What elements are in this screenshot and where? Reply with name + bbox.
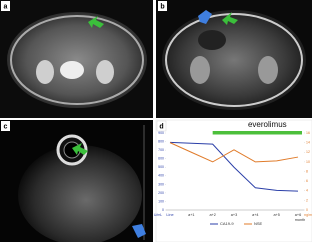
panel-d <box>156 120 312 242</box>
series-line <box>169 142 299 163</box>
y2-axis-label: ng/mL <box>304 213 312 217</box>
legend-label: CA19-9 <box>220 221 234 226</box>
y-tick-label: 900 <box>158 131 164 135</box>
x-tick-label: a+6 <box>295 213 301 217</box>
y-tick-label: 800 <box>158 139 164 143</box>
y2-tick-label: 6 <box>306 179 308 183</box>
panel-label: a <box>4 3 8 10</box>
x-axis-label: month <box>295 218 306 222</box>
x-tick-label: a+4 <box>252 213 258 217</box>
y-tick-label: 300 <box>158 182 164 186</box>
panel-label: c <box>4 123 8 130</box>
y2-tick-label: 16 <box>306 131 310 135</box>
series-line <box>169 141 299 192</box>
panel-b <box>156 0 312 118</box>
y2-tick-label: 4 <box>306 189 308 193</box>
y2-tick-label: 14 <box>306 141 310 145</box>
x-tick-label: a+2 <box>209 213 215 217</box>
y-tick-label: 0 <box>162 208 164 212</box>
annotation: everolimus <box>248 120 287 129</box>
panel-labels: a b c d <box>1 1 167 132</box>
legend-label: NSE <box>254 221 263 226</box>
y2-tick-label: 0 <box>306 208 308 212</box>
y2-tick-label: 2 <box>306 198 308 202</box>
y2-tick-label: 12 <box>306 150 310 154</box>
y2-tick-label: 8 <box>306 169 308 173</box>
y-tick-label: 400 <box>158 174 164 178</box>
y-tick-label: 200 <box>158 191 164 195</box>
y-tick-label: 500 <box>158 165 164 169</box>
figure: a b c d 0 100 200 300 400 500 600 700 800 900 0 2 4 6… <box>0 0 314 245</box>
treatment-bar <box>212 131 302 135</box>
y2-tick-label: 10 <box>306 160 310 164</box>
x-tick-label: a+1 <box>188 213 194 217</box>
panel-a <box>0 0 153 118</box>
x-tick-label: a+3 <box>231 213 237 217</box>
panel-label: d <box>159 123 163 130</box>
panel-c <box>0 120 153 245</box>
y-tick-label: 700 <box>158 148 164 152</box>
chart: 0 100 200 300 400 500 600 700 800 900 0 2 4 6 8 10 12 14 1… <box>154 120 314 226</box>
y-tick-label: 600 <box>158 157 164 161</box>
panel-label: b <box>160 3 164 10</box>
x-tick-label: a+5 <box>273 213 279 217</box>
x-tick-label: Line <box>166 213 173 217</box>
y-axis-label: U/mL <box>154 213 162 217</box>
y-tick-label: 100 <box>158 199 164 203</box>
